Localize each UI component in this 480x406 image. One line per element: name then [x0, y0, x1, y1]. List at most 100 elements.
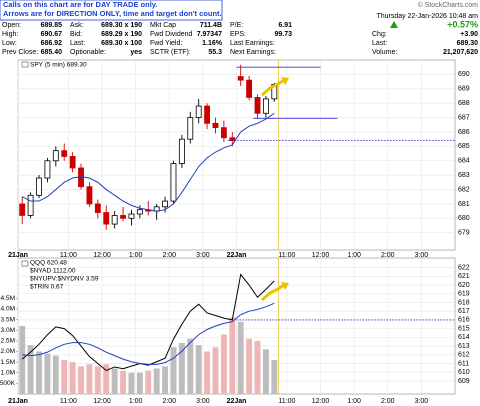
y-tick-label: 609 — [458, 378, 470, 385]
y2-tick-label: 3.0M — [1, 327, 15, 334]
candle-body — [61, 150, 68, 157]
quote-label: High: — [2, 31, 18, 38]
price-panel: 679 680 681 682 683 684 685 686 687 688 689 690 21Ja… — [8, 59, 470, 259]
datetime: Thursday 22-Jan-2026 10:48 am — [376, 13, 478, 20]
legend-text: $NYAD 1112.00 — [30, 268, 76, 275]
candle-body — [195, 105, 202, 118]
volume-bar — [61, 360, 68, 394]
x-tick-label: 11:00 — [278, 398, 295, 405]
y2-tick-label: 2.5M — [1, 338, 15, 345]
candle-body — [254, 97, 261, 114]
volume-bar — [86, 364, 93, 394]
quote-value: 689.85 — [41, 22, 63, 29]
y-tick-label: 618 — [458, 299, 470, 306]
volume-bar — [69, 362, 76, 394]
site-credit: © StockCharts.com — [418, 1, 479, 9]
change-percent: +0.57% — [447, 19, 478, 29]
volume-bar — [237, 321, 244, 394]
quote-label: P/E: — [230, 22, 243, 29]
volume-bar — [195, 345, 202, 394]
y-tick-label: 621 — [458, 273, 470, 280]
x-tick-label: 1:00 — [347, 252, 361, 259]
y2-tick-label: 500K — [0, 380, 16, 387]
y-tick-label: 689 — [458, 86, 470, 93]
quote-label: Chg: — [372, 31, 387, 38]
volume-bar — [19, 326, 26, 394]
volume-bar — [271, 360, 278, 394]
x-tick-label: 2:00 — [381, 252, 395, 259]
quote-label: Volume: — [372, 49, 397, 56]
volume-bar — [187, 338, 194, 394]
x-tick-label: 11:00 — [278, 252, 295, 259]
candle-body — [237, 76, 244, 81]
quote-label: SCTR (ETF): — [150, 49, 191, 56]
volume-bar — [170, 347, 177, 394]
candle-body — [103, 212, 110, 225]
candle-body — [94, 203, 101, 213]
y-tick-label: 688 — [458, 100, 470, 107]
x-tick-label: 3:00 — [196, 398, 210, 405]
quote-value: 21,207,620 — [443, 49, 478, 56]
volume-bar — [128, 372, 135, 394]
volume-bar — [111, 368, 118, 394]
x-tick-label: 22Jan — [227, 252, 247, 259]
x-tick-label: 2:00 — [381, 398, 395, 405]
candle-body — [204, 105, 211, 124]
candle-body — [19, 203, 26, 216]
notice-line: Calls on this chart are for DAY TRADE on… — [3, 0, 157, 9]
price-line — [21, 112, 275, 212]
price-line — [21, 273, 275, 372]
y2-tick-label: 1.5M — [1, 359, 15, 366]
y-tick-label: 622 — [458, 264, 470, 271]
quote-label: Fwd Yield: — [150, 40, 182, 47]
volume-bar — [246, 338, 253, 394]
quote-value: 689.30 — [457, 40, 479, 47]
candle-body — [136, 209, 143, 215]
legend-icon — [21, 61, 29, 68]
x-tick-label: 1:00 — [129, 398, 143, 405]
notice-line: Arrows are for DIRECTION ONLY, time and … — [3, 9, 222, 18]
candle-body — [27, 194, 34, 216]
y-tick-label: 611 — [458, 360, 469, 367]
quote-value: 55.3 — [208, 49, 222, 56]
direction-arrow-head — [281, 77, 289, 85]
quote-label: Last: — [70, 40, 85, 47]
quote-value: 689.30 x 190 — [101, 22, 142, 29]
volume-bar — [52, 355, 59, 394]
volume-bar — [78, 366, 84, 394]
x-tick-label: 22Jan — [227, 398, 247, 405]
x-tick-label: 1:00 — [129, 252, 143, 259]
volume-bar — [36, 351, 42, 394]
direction-arrow — [261, 283, 285, 302]
candle-body — [220, 127, 227, 139]
y-tick-label: 620 — [458, 282, 470, 289]
candle-body — [128, 213, 135, 219]
price-line — [22, 302, 275, 365]
x-tick-label: 2:00 — [162, 398, 176, 405]
quote-value: 711.4B — [200, 22, 222, 29]
quote-value: 1.16% — [202, 40, 223, 47]
y-tick-label: 687 — [458, 114, 470, 121]
x-tick-label: 21Jan — [8, 252, 28, 259]
y-tick-label: 679 — [458, 230, 470, 237]
y-tick-label: 612 — [458, 352, 470, 359]
quote-label: EPS: — [230, 31, 246, 38]
quote-value: +3.90 — [460, 31, 478, 38]
candle-body — [212, 122, 219, 129]
y-tick-label: 616 — [458, 317, 470, 324]
y-tick-label: 690 — [458, 71, 470, 78]
legend-text: $TRIN 0.67 — [30, 284, 64, 291]
y-tick-label: 682 — [458, 186, 470, 193]
quote-value: 6.91 — [278, 22, 292, 29]
volume-bar — [162, 366, 169, 394]
x-tick-label: 21Jan — [8, 398, 28, 405]
volume-bar — [254, 340, 261, 394]
y-tick-label: 613 — [458, 343, 470, 350]
quote-value: 7.97347 — [197, 31, 222, 38]
y-tick-label: 680 — [458, 215, 470, 222]
legend-text: SPY (5 min) 689.30 — [30, 62, 87, 69]
direction-arrow-head — [281, 282, 289, 290]
x-tick-label: 3:00 — [415, 398, 429, 405]
candle-body — [262, 98, 269, 114]
